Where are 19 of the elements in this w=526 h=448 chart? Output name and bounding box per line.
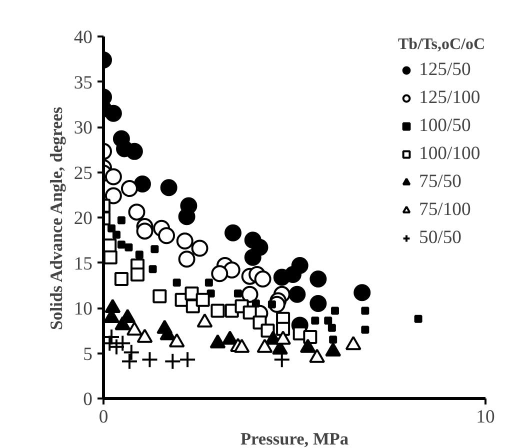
- y-tick-label: 15: [74, 253, 92, 274]
- y-tick-label: 20: [74, 208, 92, 229]
- y-tick-label: 5: [83, 344, 92, 365]
- y-axis-title: Solids Advance Angle, degrees: [46, 106, 66, 330]
- y-tick-label: 30: [74, 118, 92, 138]
- legend-label: 75/50: [419, 171, 462, 193]
- legend-label: 100/100: [419, 143, 480, 165]
- y-tick-label: 35: [74, 72, 92, 94]
- legend-label: 100/50: [419, 115, 471, 137]
- legend-label: 125/50: [419, 59, 471, 81]
- y-tick-label: 0: [83, 389, 92, 410]
- y-tick-label: 40: [74, 27, 92, 48]
- x-axis-title: Pressure, MPa: [240, 430, 349, 448]
- legend-title: Tb/Ts,oC/oC: [398, 36, 485, 54]
- legend-label: 125/100: [419, 87, 480, 109]
- y-tick-label: 25: [74, 162, 92, 184]
- legend-label: 75/100: [419, 199, 471, 221]
- y-tick-label: 10: [74, 298, 92, 320]
- legend-label: 50/50: [419, 227, 462, 249]
